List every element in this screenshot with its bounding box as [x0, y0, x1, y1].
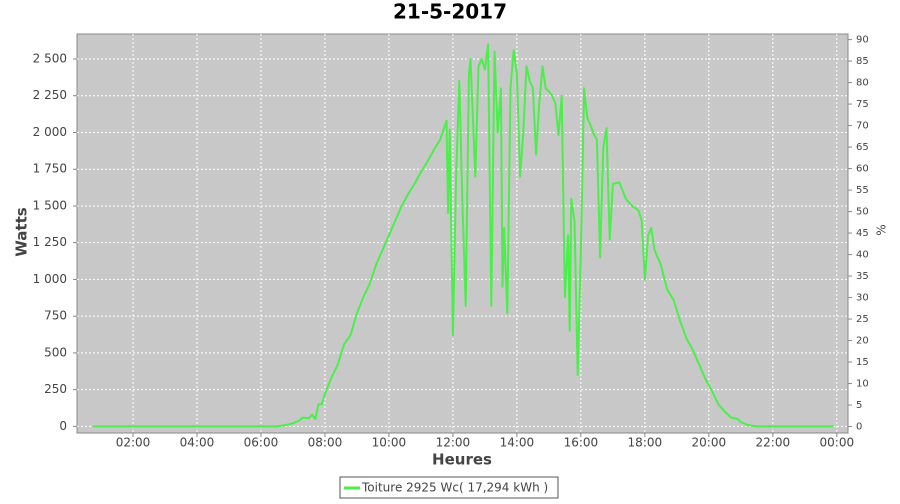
- y-tick-label: 250: [44, 382, 67, 396]
- x-tick-label: 02:00: [116, 436, 151, 450]
- legend-box: [339, 476, 559, 499]
- y2-tick-label: 15: [856, 357, 869, 368]
- chart-title: 21-5-2017: [393, 0, 507, 24]
- y-axis-label: Watts: [13, 207, 31, 256]
- x-tick-label: 06:00: [244, 436, 279, 450]
- x-tick-label: 08:00: [308, 436, 343, 450]
- x-tick-label: 16:00: [564, 436, 599, 450]
- y2-tick-label: 5: [856, 400, 862, 411]
- x-tick-label: 00:00: [820, 436, 855, 450]
- y2-tick-label: 45: [856, 228, 869, 239]
- x-tick-label: 18:00: [628, 436, 663, 450]
- y-tick-label: 2 000: [33, 125, 67, 139]
- y-tick-label: 1 750: [33, 162, 67, 176]
- y2-tick-label: 50: [856, 207, 869, 218]
- x-axis-label: Heures: [432, 451, 492, 469]
- y2-tick-label: 90: [856, 35, 869, 46]
- y2-tick-label: 85: [856, 56, 869, 67]
- y-tick-label: 500: [44, 345, 67, 359]
- y2-tick-label: 35: [856, 271, 869, 282]
- y-tick-label: 1 250: [33, 235, 67, 249]
- y2-tick-label: 25: [856, 314, 869, 325]
- y-tick-label: 2 250: [33, 88, 67, 102]
- legend: Toiture 2925 Wc( 17,294 kWh ): [339, 476, 559, 499]
- y2-tick-label: 40: [856, 250, 869, 261]
- y-tick-label: 750: [44, 309, 67, 323]
- x-tick-label: 22:00: [756, 436, 791, 450]
- y2-tick-label: 80: [856, 78, 869, 89]
- y2-tick-label: 75: [856, 99, 869, 110]
- legend-label: Toiture 2925 Wc( 17,294 kWh ): [361, 481, 548, 495]
- y2-axis-label: %: [875, 224, 889, 235]
- y-tick-label: 2 500: [33, 51, 67, 65]
- x-tick-label: 20:00: [692, 436, 727, 450]
- y-tick-label: 1 500: [33, 198, 67, 212]
- y2-tick-label: 60: [856, 164, 869, 175]
- y2-tick-label: 10: [856, 379, 869, 390]
- y2-tick-label: 30: [856, 293, 869, 304]
- y2-tick-label: 55: [856, 185, 869, 196]
- x-tick-label: 14:00: [500, 436, 535, 450]
- x-tick-label: 12:00: [436, 436, 471, 450]
- y-tick-label: 1 000: [33, 272, 67, 286]
- y-tick-label: 0: [59, 419, 67, 433]
- x-tick-label: 04:00: [180, 436, 215, 450]
- y2-tick-label: 70: [856, 121, 869, 132]
- series-line: [93, 43, 834, 428]
- y2-tick-label: 20: [856, 336, 869, 347]
- x-tick-label: 10:00: [372, 436, 407, 450]
- y2-tick-label: 65: [856, 142, 869, 153]
- y2-tick-label: 0: [856, 422, 862, 433]
